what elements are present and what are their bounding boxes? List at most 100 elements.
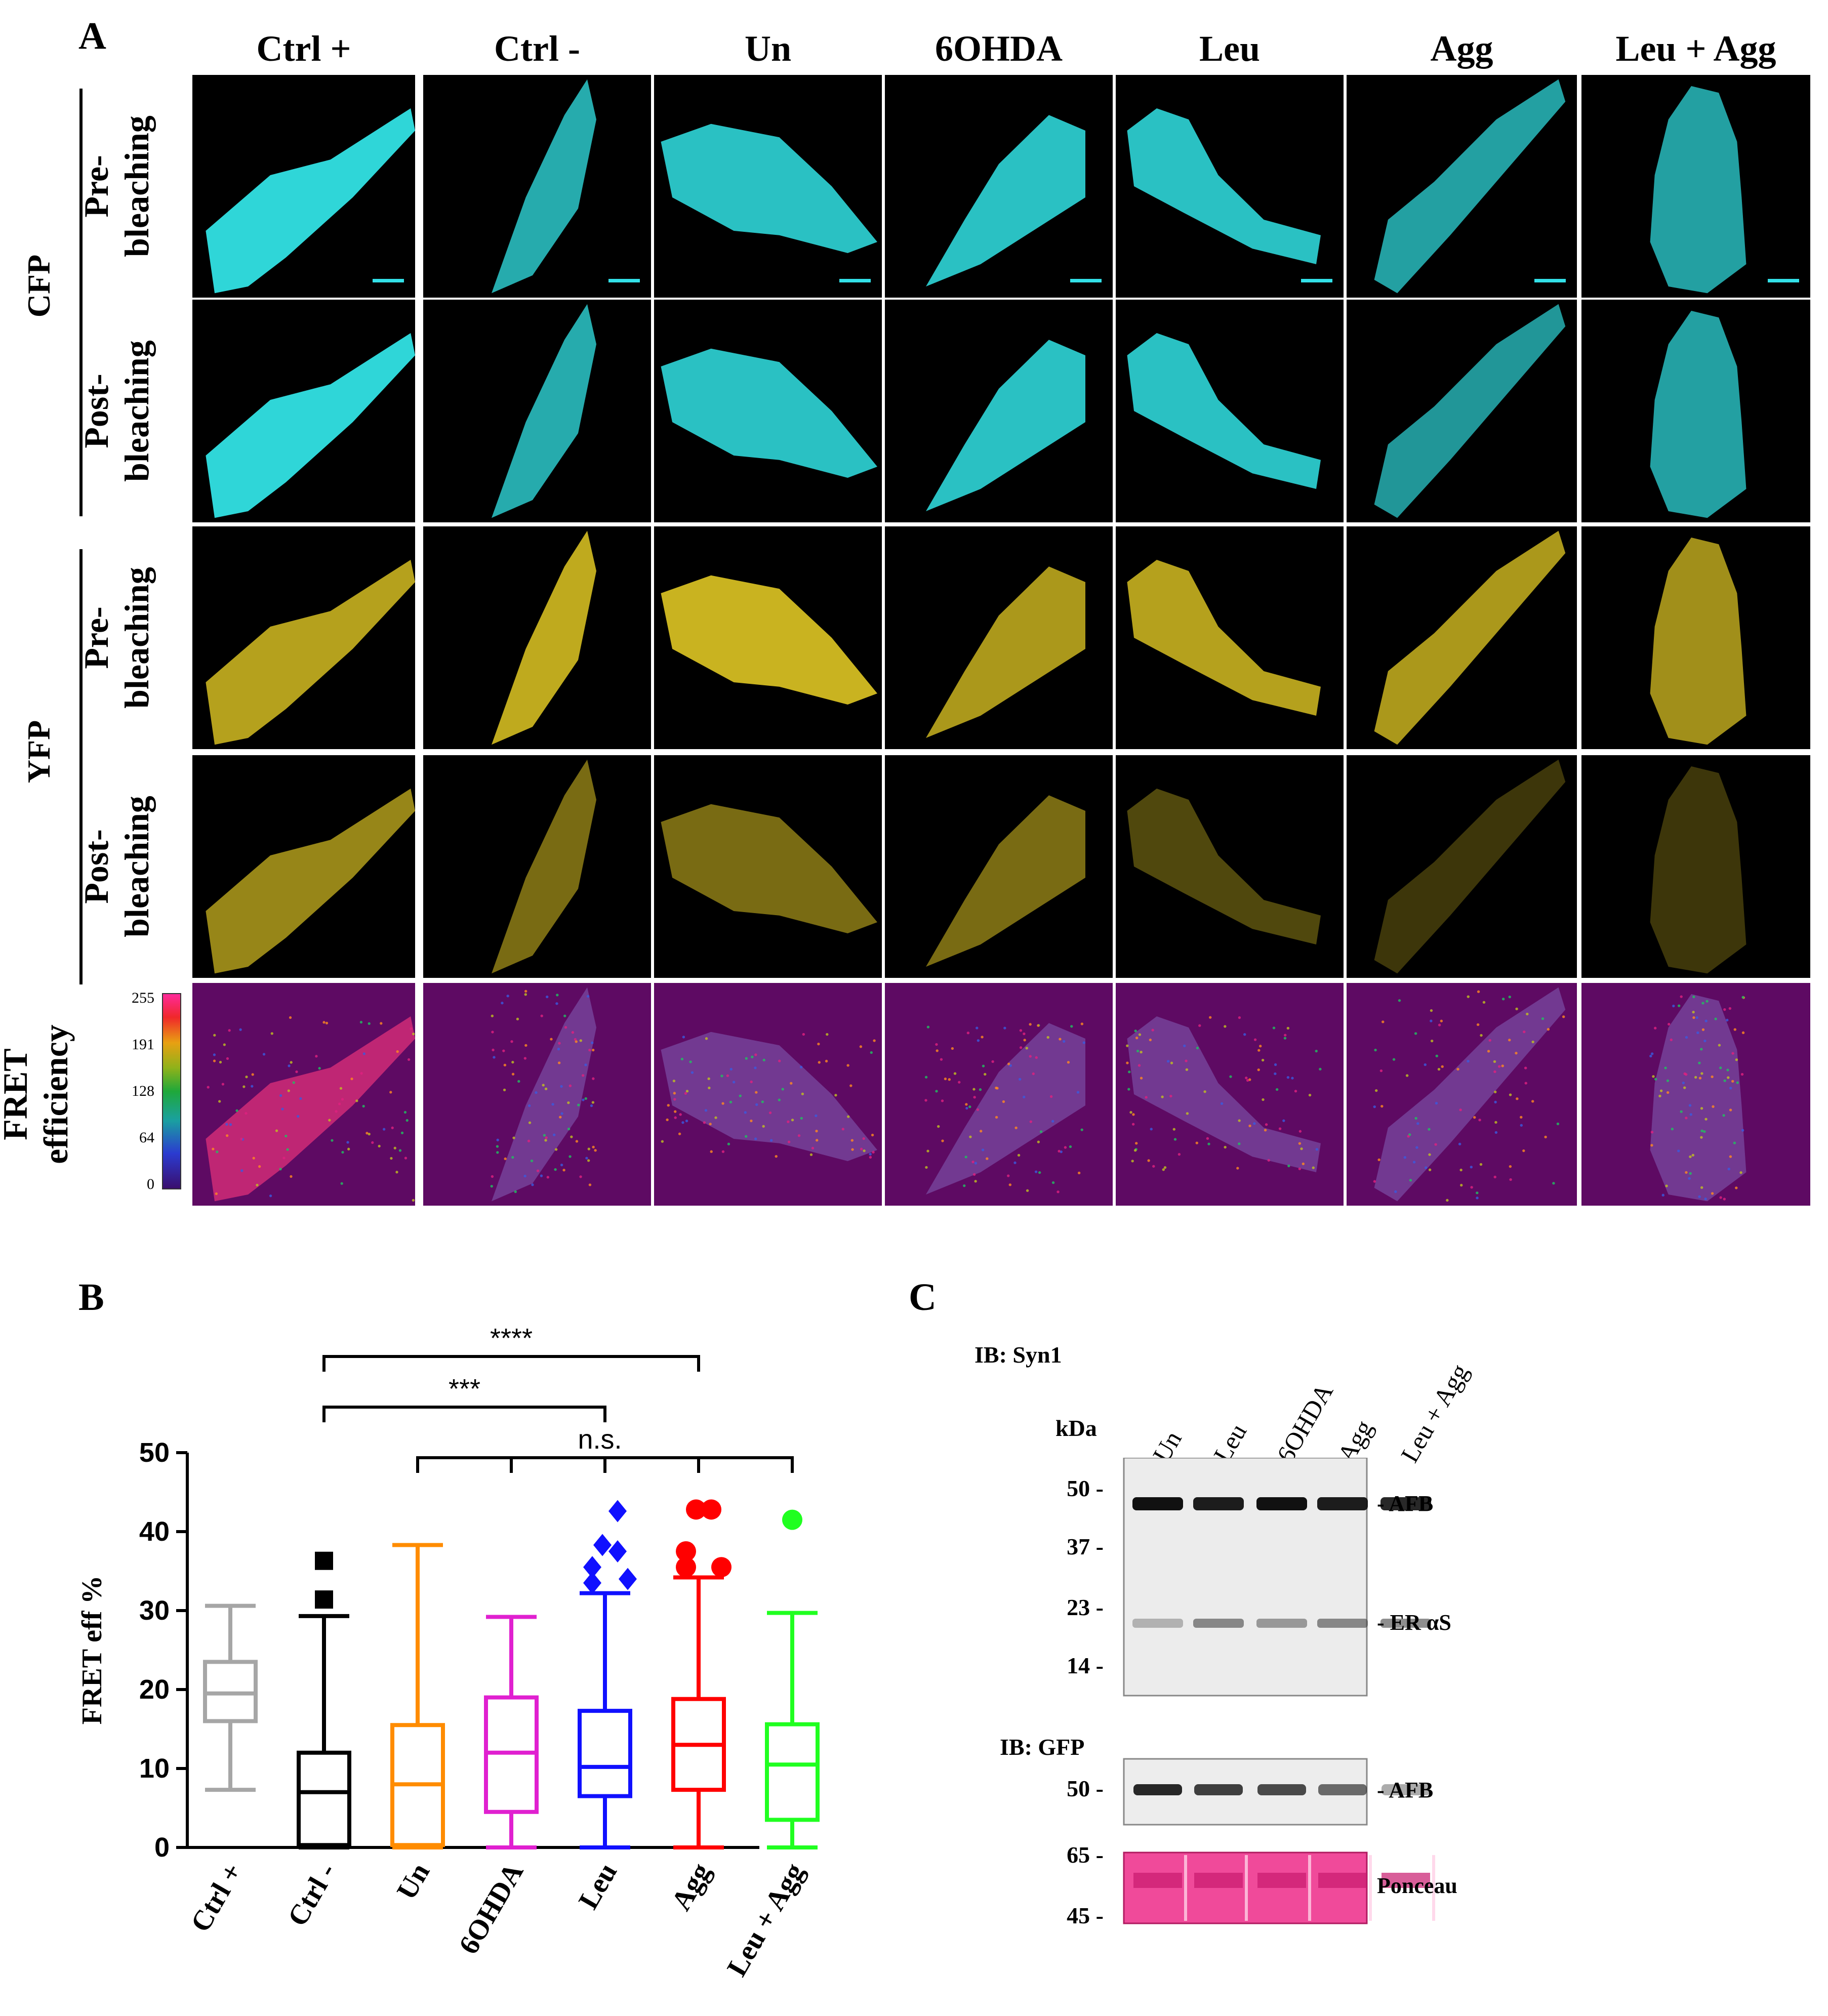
fret-speckle [1140,1050,1143,1054]
fret-speckle [514,1190,517,1194]
fret-speckle [1733,1141,1736,1144]
x-tick-label: Un [391,1858,436,1905]
fret-speckle [681,1121,684,1124]
fret-speckle [546,995,549,999]
fret-speckle [297,1115,300,1118]
fret-speckle [1203,1090,1206,1093]
fret-speckle [390,1157,393,1160]
cell-shape [1374,530,1566,745]
box-5 [671,1499,732,1849]
fret-speckle [588,1183,592,1186]
fret-speckle [560,1112,563,1115]
fret-speckle [591,1049,595,1052]
fret-speckle [729,1067,733,1071]
fret-speckle [1698,1195,1701,1198]
fret-speckle [1162,1168,1165,1171]
fret-speckle [560,1085,563,1088]
fret-speckle [574,1038,577,1041]
fret-speckle [585,1157,588,1160]
fret-speckle [1007,1174,1010,1177]
fret-speckle [1508,1039,1511,1042]
fret-speckle [1494,1100,1497,1104]
outlier-point [593,1534,612,1556]
fret-speckle [714,1116,717,1119]
fret-speckle [288,1064,291,1067]
fret-speckle [290,1175,293,1178]
cell-shape [926,1023,1085,1195]
fret-speckle [1680,995,1683,998]
band-afb [1317,1497,1368,1510]
fret-speckle [991,1060,994,1063]
fret-speckle [1704,1019,1708,1022]
fret-speckle [555,1002,558,1005]
ponceau-band [1133,1873,1182,1888]
fret-speckle [1051,1120,1054,1123]
fret-speckle [720,1075,723,1078]
fret-speckle [847,1115,850,1118]
fret-speckle [787,1140,791,1143]
fret-speckle [347,1147,350,1150]
scale-bar [608,279,640,282]
fret-speckle [527,1104,531,1107]
fret-speckle [275,1129,278,1132]
fret-speckle [567,1101,570,1104]
fret-speckle [1705,1000,1709,1003]
row-label-yfp-pre: Pre- bleaching [77,567,156,709]
fret-speckle [383,1128,386,1131]
fret-speckle [672,1080,676,1083]
fret-speckle [1379,1069,1383,1073]
micrograph-yfp-post-2 [654,755,882,978]
fret-speckle [1441,1065,1444,1068]
fret-speckle [536,1169,540,1172]
lane-gap [1432,1855,1435,1921]
fret-speckle [1508,996,1512,999]
fret-speckle [1046,1036,1049,1039]
fret-speckle [506,995,509,998]
fret-speckle [396,1050,399,1053]
cell-shape [206,1016,415,1202]
fret-speckle [229,1123,232,1126]
outlier-point [686,1499,706,1520]
fret-speckle [936,1049,939,1052]
fret-speckle [1658,1094,1661,1098]
fret-speckle [559,1116,562,1119]
band-gfp-afb [1318,1784,1367,1795]
colorbar-tick-191: 191 [132,1036,154,1053]
fret-speckle [1430,1039,1434,1043]
fret-speckle [1685,1117,1688,1120]
fret-speckle [1207,1142,1210,1145]
fret-speckle [1437,1067,1441,1071]
band-gfp-afb [1382,1784,1430,1795]
fret-speckle [1058,1149,1061,1153]
band-label-afb-gfp: - AFB [1377,1778,1433,1802]
fret-speckle [1729,1108,1732,1112]
fret-speckle [1062,1040,1066,1043]
fret-speckle [979,1088,982,1091]
fret-speckle [251,1085,254,1088]
fret-speckle [1051,1181,1055,1184]
fret-speckle [1257,1068,1260,1072]
fret-speckle [1661,1194,1664,1197]
fret-speckle [707,1077,710,1080]
fret-speckle [1700,1129,1703,1132]
fret-speckle [299,1097,302,1100]
fret-speckle [380,1022,383,1025]
fret-speckle [678,1132,681,1135]
fret-speckle [709,1123,712,1126]
micrograph-yfp-post-6 [1581,755,1810,978]
fret-speckle [666,1118,669,1122]
fret-speckle [1698,1061,1701,1064]
fret-speckle [1428,1168,1432,1171]
fret-speckle [1018,1078,1022,1081]
fret-speckle [546,1176,550,1179]
fret-speckle [940,1058,943,1061]
fret-speckle [1014,1126,1018,1129]
fret-speckle [1704,1197,1707,1201]
fret-speckle [745,1135,748,1138]
fret-speckle [944,1077,947,1081]
band-gfp-afb [1133,1784,1182,1795]
mw-marker: 37 - [1067,1534,1104,1559]
fret-speckle [1677,1149,1680,1153]
fret-speckle [1039,1130,1043,1133]
fret-speckle [1023,1095,1026,1099]
